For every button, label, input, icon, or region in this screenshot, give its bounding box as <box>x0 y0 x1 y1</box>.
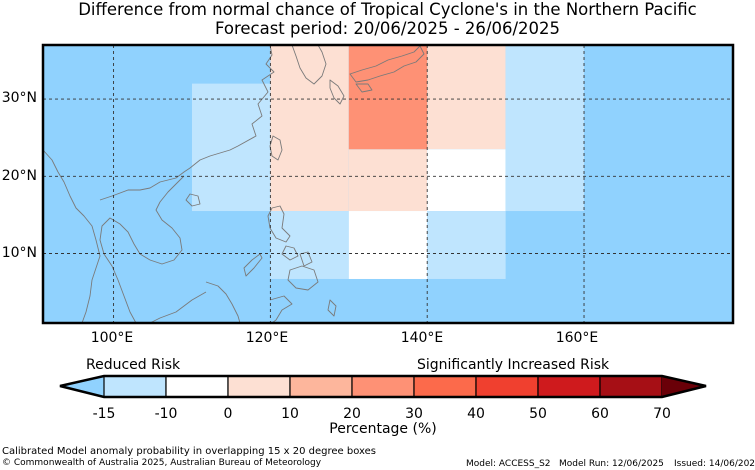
cb-tick-7: 50 <box>529 406 547 422</box>
anomaly-cell-1 <box>270 45 349 212</box>
coastline-vietnam <box>149 175 185 265</box>
colorbar-title: Percentage (%) <box>329 421 437 437</box>
coastline-visayas <box>281 245 313 267</box>
coastline-mindanao <box>287 265 319 291</box>
coastline-sulawesi <box>269 295 293 324</box>
cb-tick-0: -15 <box>92 406 116 422</box>
footer-issued: Issued: 14/06/2025 <box>674 459 755 469</box>
cb-tick-2: 0 <box>223 406 233 422</box>
footer-model: Model: ACCESS_S2 <box>466 459 551 469</box>
coastline-korea <box>291 44 327 85</box>
colorbar-bin-5 <box>413 375 477 398</box>
lat-tick-30: 30°N <box>1 90 37 106</box>
anomaly-cell-9 <box>427 211 506 279</box>
coastline-indochina-gulf <box>99 217 151 324</box>
coastline-china-east <box>99 44 275 201</box>
anomaly-cell-8 <box>348 211 428 279</box>
cb-tick-1: -10 <box>154 406 178 422</box>
colorbar-bin-6 <box>475 375 539 398</box>
increased-risk-label: Significantly Increased Risk <box>417 357 610 373</box>
anomaly-cell-3 <box>427 45 506 150</box>
title-line-2: Forecast period: 20/06/2025 - 26/06/2025 <box>214 19 561 38</box>
coastline-taiwan <box>269 135 283 161</box>
colorbar-bin-1 <box>165 375 229 398</box>
colorbar-bin-3 <box>289 375 353 398</box>
map-frame <box>41 43 735 325</box>
gridlines <box>43 45 733 323</box>
coastline-moluccas <box>327 299 337 317</box>
title-line-1: Difference from normal chance of Tropica… <box>78 0 697 19</box>
anomaly-cells <box>191 45 585 279</box>
coastlines <box>42 44 425 324</box>
coastline-japan-kyushu <box>329 79 345 105</box>
lat-tick-20: 20°N <box>1 168 37 184</box>
lon-tick-140: 140°E <box>400 330 444 346</box>
cb-tick-9: 70 <box>653 406 671 422</box>
colorbar-bin-8 <box>599 375 663 398</box>
anomaly-cell-6 <box>505 45 585 212</box>
coastline-burma <box>42 149 101 324</box>
coastline-luzon <box>267 205 291 243</box>
colorbar-bin-0 <box>103 375 167 398</box>
anomaly-cell-0 <box>191 83 271 212</box>
colorbar-outline <box>59 374 707 399</box>
lat-tick-10: 10°N <box>1 245 37 261</box>
colorbar-over-arrow <box>662 376 706 397</box>
colorbar-bins <box>103 375 663 398</box>
footer-note: Calibrated Model anomaly probability in … <box>2 446 377 457</box>
footer-model-run: Model Run: 12/06/2025 <box>559 459 664 469</box>
coastline-japan-shikoku <box>355 83 373 93</box>
lon-tick-100: 100°E <box>90 330 134 346</box>
colorbar-under-arrow <box>60 376 104 397</box>
coastline-palawan <box>243 253 263 277</box>
colorbar-bin-2 <box>227 375 291 398</box>
anomaly-cell-7 <box>270 211 349 279</box>
coastline-hainan <box>185 193 201 207</box>
reduced-risk-label: Reduced Risk <box>86 357 181 373</box>
cb-tick-5: 30 <box>405 406 423 422</box>
anomaly-cell-5 <box>427 149 506 212</box>
cb-tick-3: 10 <box>281 406 299 422</box>
lon-tick-120: 120°E <box>245 330 289 346</box>
coastline-japan-honshu <box>349 45 425 83</box>
colorbar-bin-7 <box>537 375 601 398</box>
cb-tick-4: 20 <box>343 406 361 422</box>
colorbar-bin-4 <box>351 375 415 398</box>
lon-tick-160: 160°E <box>555 330 599 346</box>
anomaly-cell-2 <box>348 149 428 212</box>
cb-tick-8: 60 <box>591 406 609 422</box>
coastline-borneo <box>149 281 241 324</box>
cb-tick-6: 40 <box>467 406 485 422</box>
footer-copyright: © Commonwealth of Australia 2025, Austra… <box>2 458 322 468</box>
